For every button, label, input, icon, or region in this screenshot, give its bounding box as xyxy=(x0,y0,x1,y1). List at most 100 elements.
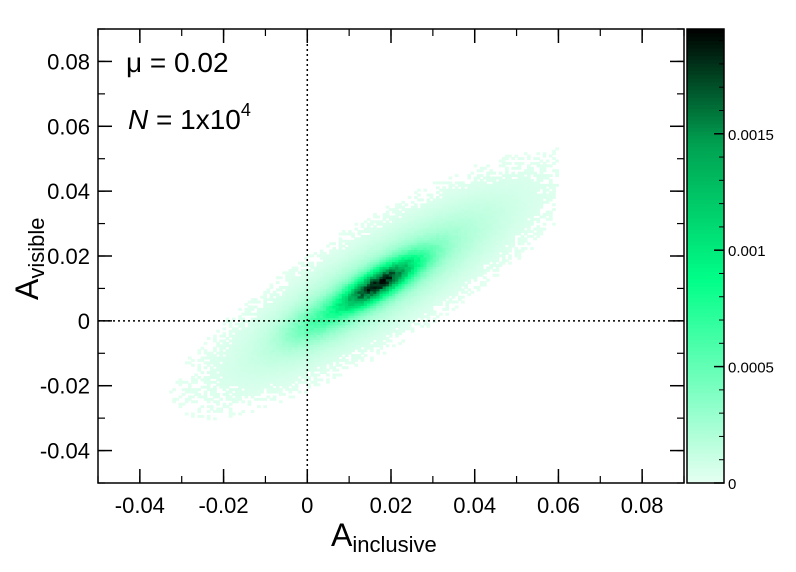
heatmap-cell xyxy=(181,388,186,392)
heatmap-cell xyxy=(432,300,437,304)
heatmap-cell xyxy=(301,320,305,323)
heatmap-cell xyxy=(238,412,242,416)
heatmap-cell xyxy=(228,373,233,377)
heatmap-cell xyxy=(448,183,453,187)
heatmap-cell xyxy=(235,397,239,401)
heatmap-cell xyxy=(332,375,337,379)
heatmap-cell xyxy=(266,395,271,399)
heatmap-cell xyxy=(454,198,459,202)
heatmap-cell xyxy=(263,358,267,362)
heatmap-cell xyxy=(552,188,556,192)
heatmap-cell xyxy=(470,200,475,204)
heatmap-cell xyxy=(404,259,409,263)
heatmap-cell xyxy=(457,281,462,285)
heatmap-cell xyxy=(363,264,368,268)
heatmap-cell xyxy=(436,208,440,212)
heatmap-cell xyxy=(439,251,443,255)
heatmap-cell xyxy=(388,242,393,246)
heatmap-cell xyxy=(401,307,406,311)
heatmap-cell xyxy=(432,203,437,207)
colorbar-segment xyxy=(687,380,724,386)
heatmap-cell xyxy=(213,356,217,360)
heatmap-cell xyxy=(191,358,195,362)
heatmap-cell xyxy=(363,329,368,333)
heatmap-cell xyxy=(436,298,440,302)
heatmap-cell xyxy=(511,181,515,185)
heatmap-cell xyxy=(348,273,352,277)
heatmap-cell xyxy=(505,247,509,251)
heatmap-cell xyxy=(285,361,289,365)
heatmap-cell xyxy=(404,320,409,323)
heatmap-cell xyxy=(250,380,255,384)
heatmap-cell xyxy=(238,322,242,326)
heatmap-cell xyxy=(454,242,459,246)
heatmap-cell xyxy=(445,251,450,255)
y-tick-label: 0 xyxy=(78,309,90,334)
heatmap-cell xyxy=(461,208,465,212)
heatmap-cell xyxy=(225,351,230,355)
heatmap-cell xyxy=(304,271,308,275)
heatmap-cell xyxy=(420,227,424,231)
heatmap-cell xyxy=(483,203,487,207)
heatmap-cell xyxy=(307,324,311,328)
heatmap-cell xyxy=(216,395,220,399)
heatmap-cell xyxy=(464,230,468,233)
heatmap-cell xyxy=(410,312,415,316)
heatmap-cell xyxy=(247,327,252,331)
heatmap-cell xyxy=(357,310,362,314)
heatmap-cell xyxy=(498,213,503,216)
colorbar-segment xyxy=(687,456,724,461)
heatmap-cell xyxy=(338,283,343,287)
heatmap-cell xyxy=(269,303,274,306)
heatmap-cell xyxy=(445,213,450,216)
heatmap-cell xyxy=(322,358,327,362)
heatmap-cell xyxy=(301,366,305,370)
heatmap-cell xyxy=(379,341,384,345)
heatmap-cell xyxy=(244,303,249,306)
heatmap-cell xyxy=(222,383,227,387)
heatmap-cell xyxy=(385,215,390,219)
heatmap-cell xyxy=(448,293,453,297)
heatmap-cell xyxy=(395,283,399,287)
heatmap-cell xyxy=(454,222,459,226)
heatmap-cell xyxy=(379,329,384,333)
heatmap-cell xyxy=(304,273,308,277)
heatmap-cell xyxy=(291,385,296,389)
heatmap-cell xyxy=(253,317,258,321)
heatmap-cell xyxy=(498,230,503,233)
heatmap-cell xyxy=(470,193,475,197)
heatmap-cell xyxy=(282,334,286,338)
heatmap-cell xyxy=(439,181,443,185)
heatmap-cell xyxy=(366,344,371,348)
heatmap-cell xyxy=(344,278,349,282)
heatmap-cell xyxy=(457,222,462,226)
colorbar-segment xyxy=(687,233,724,238)
heatmap-cell xyxy=(479,183,484,187)
heatmap-cell xyxy=(379,346,384,350)
heatmap-cell xyxy=(297,371,302,375)
heatmap-cell xyxy=(414,208,418,212)
heatmap-cell xyxy=(523,196,528,199)
heatmap-cell xyxy=(257,346,261,350)
heatmap-cell xyxy=(354,327,359,331)
heatmap-cell xyxy=(398,293,402,297)
heatmap-cell xyxy=(426,200,431,204)
heatmap-cell xyxy=(423,307,428,311)
heatmap-cell xyxy=(285,293,289,297)
heatmap-cell xyxy=(395,320,399,323)
heatmap-cell xyxy=(492,186,497,190)
heatmap-cell xyxy=(341,273,346,277)
heatmap-cell xyxy=(335,320,340,323)
heatmap-cell xyxy=(401,251,406,255)
heatmap-cell xyxy=(436,213,440,216)
heatmap-cell xyxy=(414,298,418,302)
heatmap-cell xyxy=(275,327,280,331)
heatmap-cell xyxy=(282,293,286,297)
heatmap-cell xyxy=(505,157,509,161)
heatmap-cell xyxy=(388,310,393,314)
heatmap-cell xyxy=(479,169,484,173)
heatmap-cell xyxy=(517,196,522,199)
heatmap-cell xyxy=(241,393,245,396)
heatmap-cell xyxy=(363,288,368,292)
heatmap-cell xyxy=(479,210,484,214)
